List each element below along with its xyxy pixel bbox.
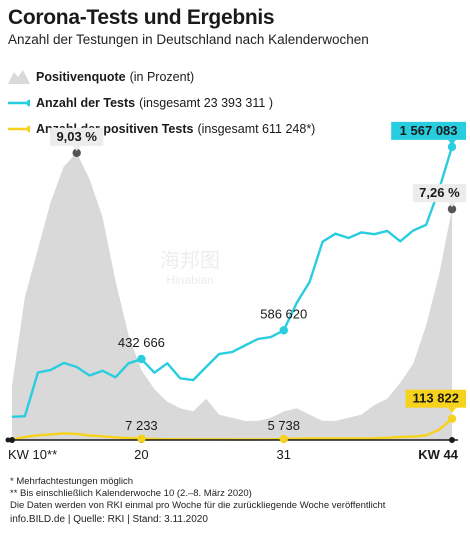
- legend-area-icon: [8, 68, 30, 86]
- data-point-marker: [279, 434, 288, 444]
- data-point-marker: [447, 204, 457, 214]
- positivenquote-area: [12, 152, 452, 441]
- chart-subtitle: Anzahl der Testungen in Deutschland nach…: [8, 32, 369, 47]
- watermark-text: 海邦图: [160, 248, 220, 272]
- data-label-pointer: [448, 202, 456, 208]
- source-line: info.BILD.de | Quelle: RKI | Stand: 3.11…: [10, 514, 208, 525]
- data-point-marker: [72, 148, 81, 158]
- data-point-marker: [137, 354, 146, 364]
- x-tick-label: KW 10**: [8, 447, 57, 462]
- data-label: 432 666: [118, 335, 165, 350]
- data-label-box: [405, 389, 466, 408]
- data-label: 113 822: [413, 391, 459, 406]
- footnote: Die Daten werden von RKI einmal pro Woch…: [10, 500, 386, 511]
- data-point-marker: [137, 434, 146, 443]
- data-point-marker: [447, 142, 457, 152]
- data-label: 7 233: [125, 418, 158, 433]
- x-tick-label: KW 44: [418, 447, 459, 462]
- x-tick-label: 20: [134, 447, 148, 462]
- tests-line: [11, 146, 454, 418]
- footnote: * Mehrfachtestungen möglich: [10, 476, 134, 487]
- chart-title: Corona-Tests und Ergebnis: [8, 6, 275, 29]
- x-axis-start: [5, 437, 11, 443]
- data-label-pointer: [448, 139, 456, 145]
- legend-note: (in Prozent): [129, 70, 195, 84]
- data-label: 1 567 083: [400, 123, 458, 138]
- data-point-marker: [447, 414, 457, 423]
- data-label-box: [412, 184, 466, 203]
- watermark-text: Hinabian: [166, 273, 213, 287]
- footnote: ** Bis einschließlich Kalenderwoche 10 (…: [10, 488, 252, 499]
- legend-label: Positivenquote: [36, 70, 126, 84]
- data-label: 9,03 %: [56, 129, 97, 144]
- data-label: 7,26 %: [419, 185, 460, 200]
- data-point-marker: [279, 326, 288, 335]
- x-axis-tick: [9, 437, 15, 443]
- legend-label: Anzahl der Tests: [36, 96, 136, 110]
- data-label: 5 738: [267, 418, 300, 433]
- data-label-box: [391, 121, 466, 140]
- data-label-pointer: [72, 145, 81, 151]
- legend-note: (insgesamt 611 248*): [197, 122, 316, 136]
- legend-note: (insgesamt 23 393 311 ): [139, 96, 273, 110]
- data-label-box: [50, 127, 104, 146]
- x-axis-tick: [449, 437, 455, 443]
- legend-item-tests: Anzahl der Tests (insgesamt 23 393 311 ): [8, 94, 273, 112]
- legend-item-positivenquote: Positivenquote (in Prozent): [8, 68, 194, 86]
- data-label: 586 620: [260, 306, 307, 321]
- x-tick-label: 31: [277, 447, 291, 462]
- data-label-pointer: [448, 407, 456, 413]
